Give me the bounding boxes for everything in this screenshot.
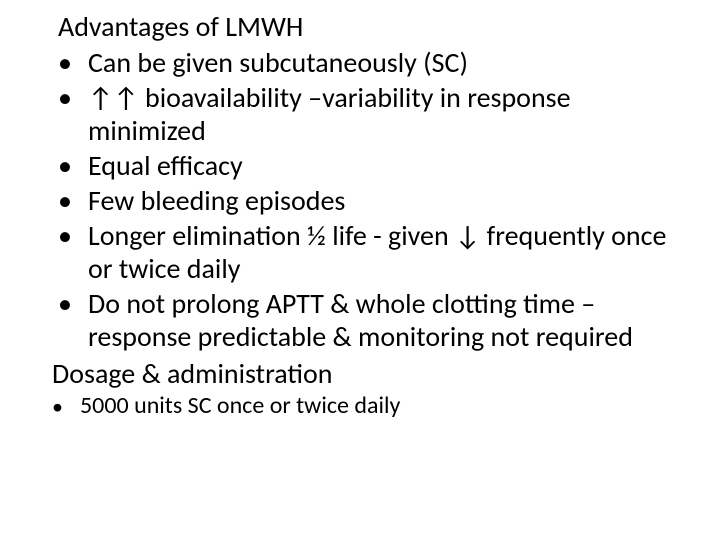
bullet-item: ↑↑ bioavailability –variability in respo… — [30, 81, 690, 147]
bullet-item: Can be given subcutaneously (SC) — [30, 46, 690, 79]
bullet-list-dosage: 5000 units SC once or twice daily — [30, 392, 690, 420]
bullet-item: Few bleeding episodes — [30, 184, 690, 217]
bullet-item: 5000 units SC once or twice daily — [30, 392, 690, 420]
slide: Advantages of LMWH Can be given subcutan… — [0, 0, 720, 540]
heading-advantages: Advantages of LMWH — [58, 10, 690, 44]
bullet-item: Equal efficacy — [30, 149, 690, 182]
bullet-item: Longer elimination ½ life - given ↓ freq… — [30, 219, 690, 285]
heading-dosage: Dosage & administration — [52, 357, 690, 391]
bullet-list-advantages: Can be given subcutaneously (SC) ↑↑ bioa… — [30, 46, 690, 353]
bullet-item: Do not prolong APTT & whole clotting tim… — [30, 287, 690, 353]
